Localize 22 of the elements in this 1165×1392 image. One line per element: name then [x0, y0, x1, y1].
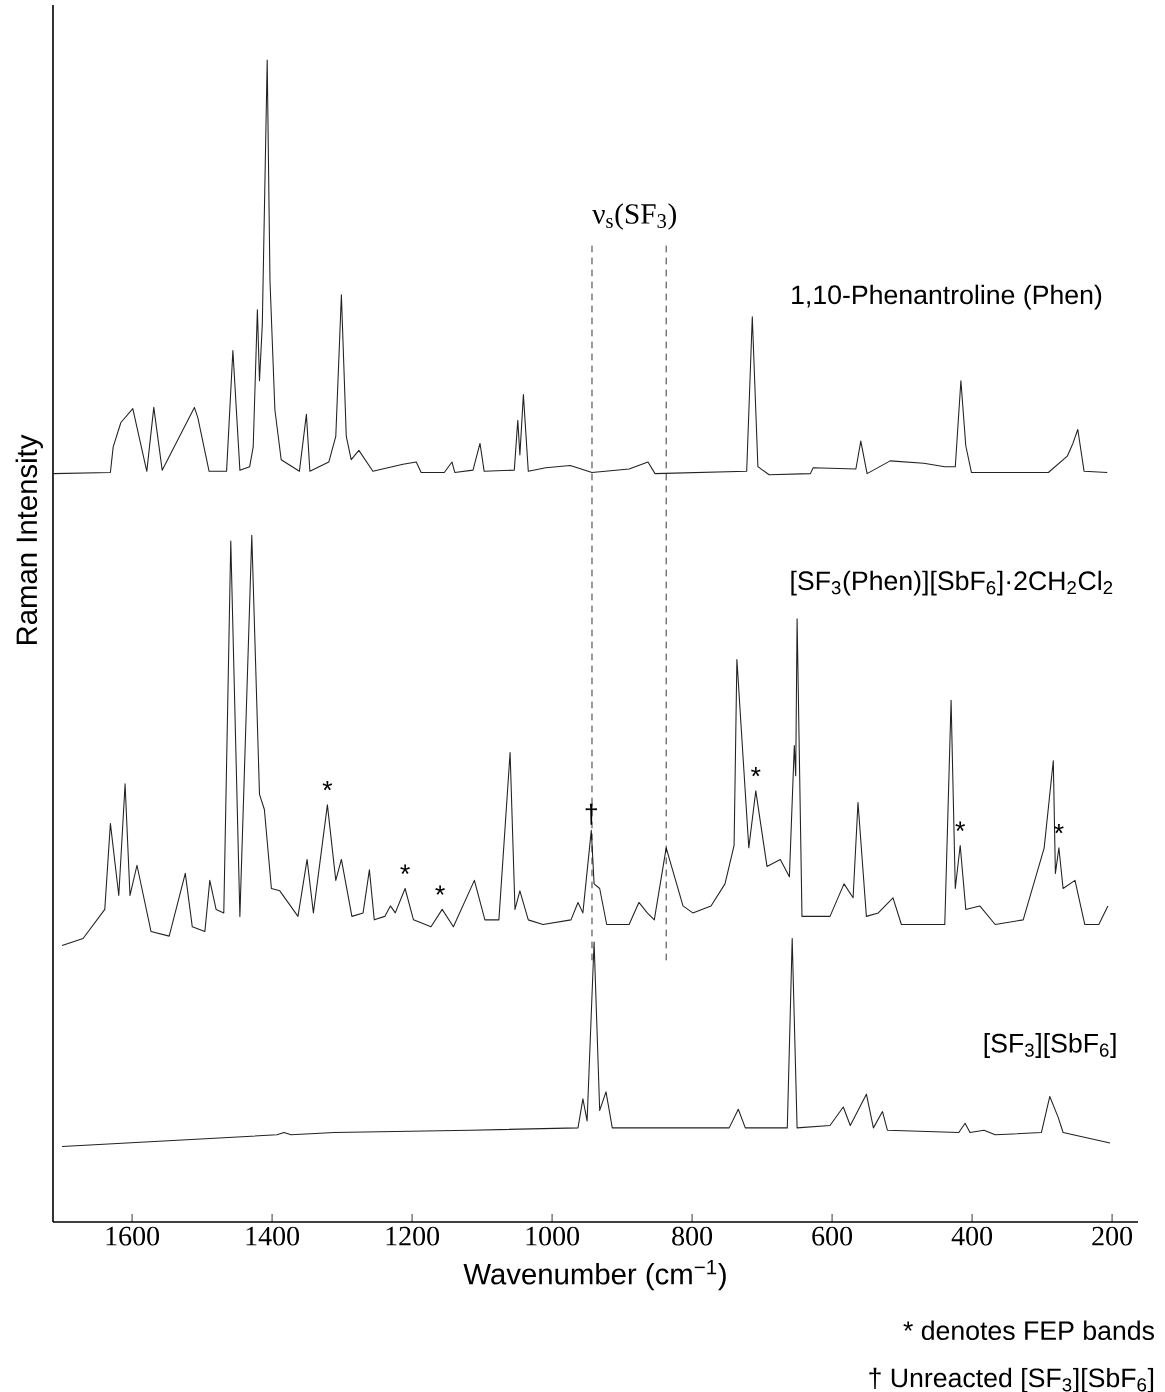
annotation: *: [322, 780, 333, 791]
x-tick-label: 600: [812, 1226, 853, 1246]
annotation: *: [955, 821, 965, 831]
x-tick-label: 400: [951, 1226, 993, 1246]
annotation: *: [435, 885, 445, 895]
series-label: 1,10-Phenantroline (Phen): [792, 284, 1102, 310]
annotation: *: [400, 864, 410, 874]
x-tick-label: 1400: [246, 1226, 300, 1246]
annotation: ν$_{s}$(SF$_{3}$): [592, 203, 676, 230]
series-label: [SF$_{3}$][SbF$_{6}$]: [984, 1033, 1116, 1058]
text: * denotes FEP bands: [903, 1320, 1154, 1341]
annotation: *: [751, 766, 761, 777]
x-tick-label: 1000: [526, 1226, 580, 1246]
x-tick-label: 200: [1092, 1226, 1133, 1246]
x-tick-label: 1200: [386, 1226, 440, 1246]
annotation: †: [585, 803, 597, 825]
x-axis-title: Wavenumber (cm$^{−1}$): [463, 1260, 726, 1291]
series-label: [SF$_{3}$(Phen)][SbF$_{6}$]·2CH$_{2}$Cl$_{2}$: [791, 570, 1113, 596]
x-tick-label: 800: [672, 1226, 713, 1246]
text: † Unreacted [SF$_{3}$][SbF$_{6}$]: [869, 1367, 1154, 1392]
y-axis-title: Raman Intensity: [15, 434, 43, 645]
x-tick-label: 1600: [106, 1226, 160, 1246]
